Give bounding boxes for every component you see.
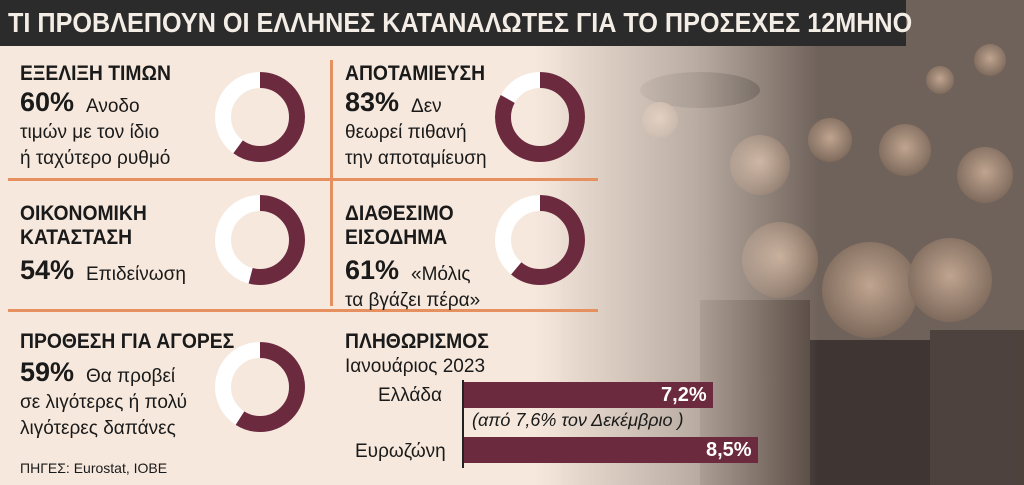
panel-heading: ΕΞΕΛΙΞΗ ΤΙΜΩΝ bbox=[20, 62, 171, 85]
panel-percent: 54% bbox=[20, 255, 75, 285]
category-label: Ελλάδα bbox=[378, 385, 442, 406]
panel-heading: ΚΑΤΑΣΤΑΣΗ bbox=[20, 226, 133, 249]
donut-segment bbox=[215, 342, 305, 432]
panel-text-line: τιμών με τον ίδιο bbox=[20, 122, 160, 143]
panel-text-line: λιγότερες δαπάνες bbox=[20, 418, 176, 439]
panel-text-line: τα βγάζει πέρα» bbox=[345, 290, 481, 311]
separator-horizontal-2 bbox=[8, 309, 598, 312]
donut-chart bbox=[215, 72, 305, 162]
panel-text-line: την αποταμίευση bbox=[345, 148, 487, 169]
panel-text-line: Ανοδο bbox=[86, 96, 140, 117]
panel-percent: 83% bbox=[345, 87, 400, 117]
bar-greece bbox=[464, 382, 714, 408]
data-label: 7,2% bbox=[661, 384, 707, 406]
donut-segment bbox=[495, 195, 585, 285]
panel-text-line: Θα προβεί bbox=[86, 366, 176, 387]
panel-percent: 60% bbox=[20, 87, 75, 117]
chart-subtitle: Ιανουάριος 2023 bbox=[345, 356, 486, 377]
panel-text-line: θεωρεί πιθανή bbox=[345, 122, 467, 143]
panel-text-line: ή ταχύτερο ρυθμό bbox=[20, 148, 171, 169]
panel-heading: ΟΙΚΟΝΟΜΙΚΗ bbox=[20, 202, 147, 225]
chart-annotation: (από 7,6% τον Δεκέμβριο ) bbox=[472, 410, 684, 430]
donut-segment bbox=[215, 195, 305, 285]
chart-title: ΠΛΗΘΩΡΙΣΜΟΣ bbox=[345, 330, 489, 353]
panel-heading: ΠΡΟΘΕΣΗ ΓΙΑ ΑΓΟΡΕΣ bbox=[20, 330, 235, 353]
category-label: Ευρωζώνη bbox=[355, 441, 446, 462]
title-bar: ΤΙ ΠΡΟΒΛΕΠΟΥΝ ΟΙ ΕΛΛΗΝΕΣ ΚΑΤΑΝΑΛΩΤΕΣ ΓΙΑ… bbox=[0, 0, 912, 46]
data-label: 8,5% bbox=[706, 439, 752, 461]
separator-horizontal-1 bbox=[8, 178, 598, 181]
panel-percent: 59% bbox=[20, 357, 75, 387]
source-note: ΠΗΓΕΣ: Eurostat, ΙΟΒΕ bbox=[20, 460, 168, 476]
page-title: ΤΙ ΠΡΟΒΛΕΠΟΥΝ ΟΙ ΕΛΛΗΝΕΣ ΚΑΤΑΝΑΛΩΤΕΣ ΓΙΑ… bbox=[8, 7, 913, 38]
chart-axis-line bbox=[462, 380, 464, 468]
panel-heading: ΕΙΣΟΔΗΜΑ bbox=[345, 226, 448, 249]
separator-vertical bbox=[330, 60, 333, 306]
panel-percent: 61% bbox=[345, 255, 400, 285]
donut-chart bbox=[215, 195, 305, 285]
panel-heading: ΑΠΟΤΑΜΙΕΥΣΗ bbox=[345, 62, 486, 85]
panel-heading: ΔΙΑΘΕΣΙΜΟ bbox=[345, 202, 454, 225]
panel-text-line: σε λιγότερες ή πολύ bbox=[20, 392, 188, 413]
panel-text-line: «Μόλις bbox=[411, 264, 471, 285]
donut-chart bbox=[215, 342, 305, 432]
panel-text-line: Δεν bbox=[411, 96, 442, 117]
donut-chart bbox=[495, 72, 585, 162]
bar-eurozone bbox=[464, 437, 758, 463]
panel-text-line: Επιδείνωση bbox=[86, 264, 186, 285]
donut-chart bbox=[495, 195, 585, 285]
donut-segment bbox=[215, 72, 305, 162]
donut-segment bbox=[495, 72, 585, 162]
